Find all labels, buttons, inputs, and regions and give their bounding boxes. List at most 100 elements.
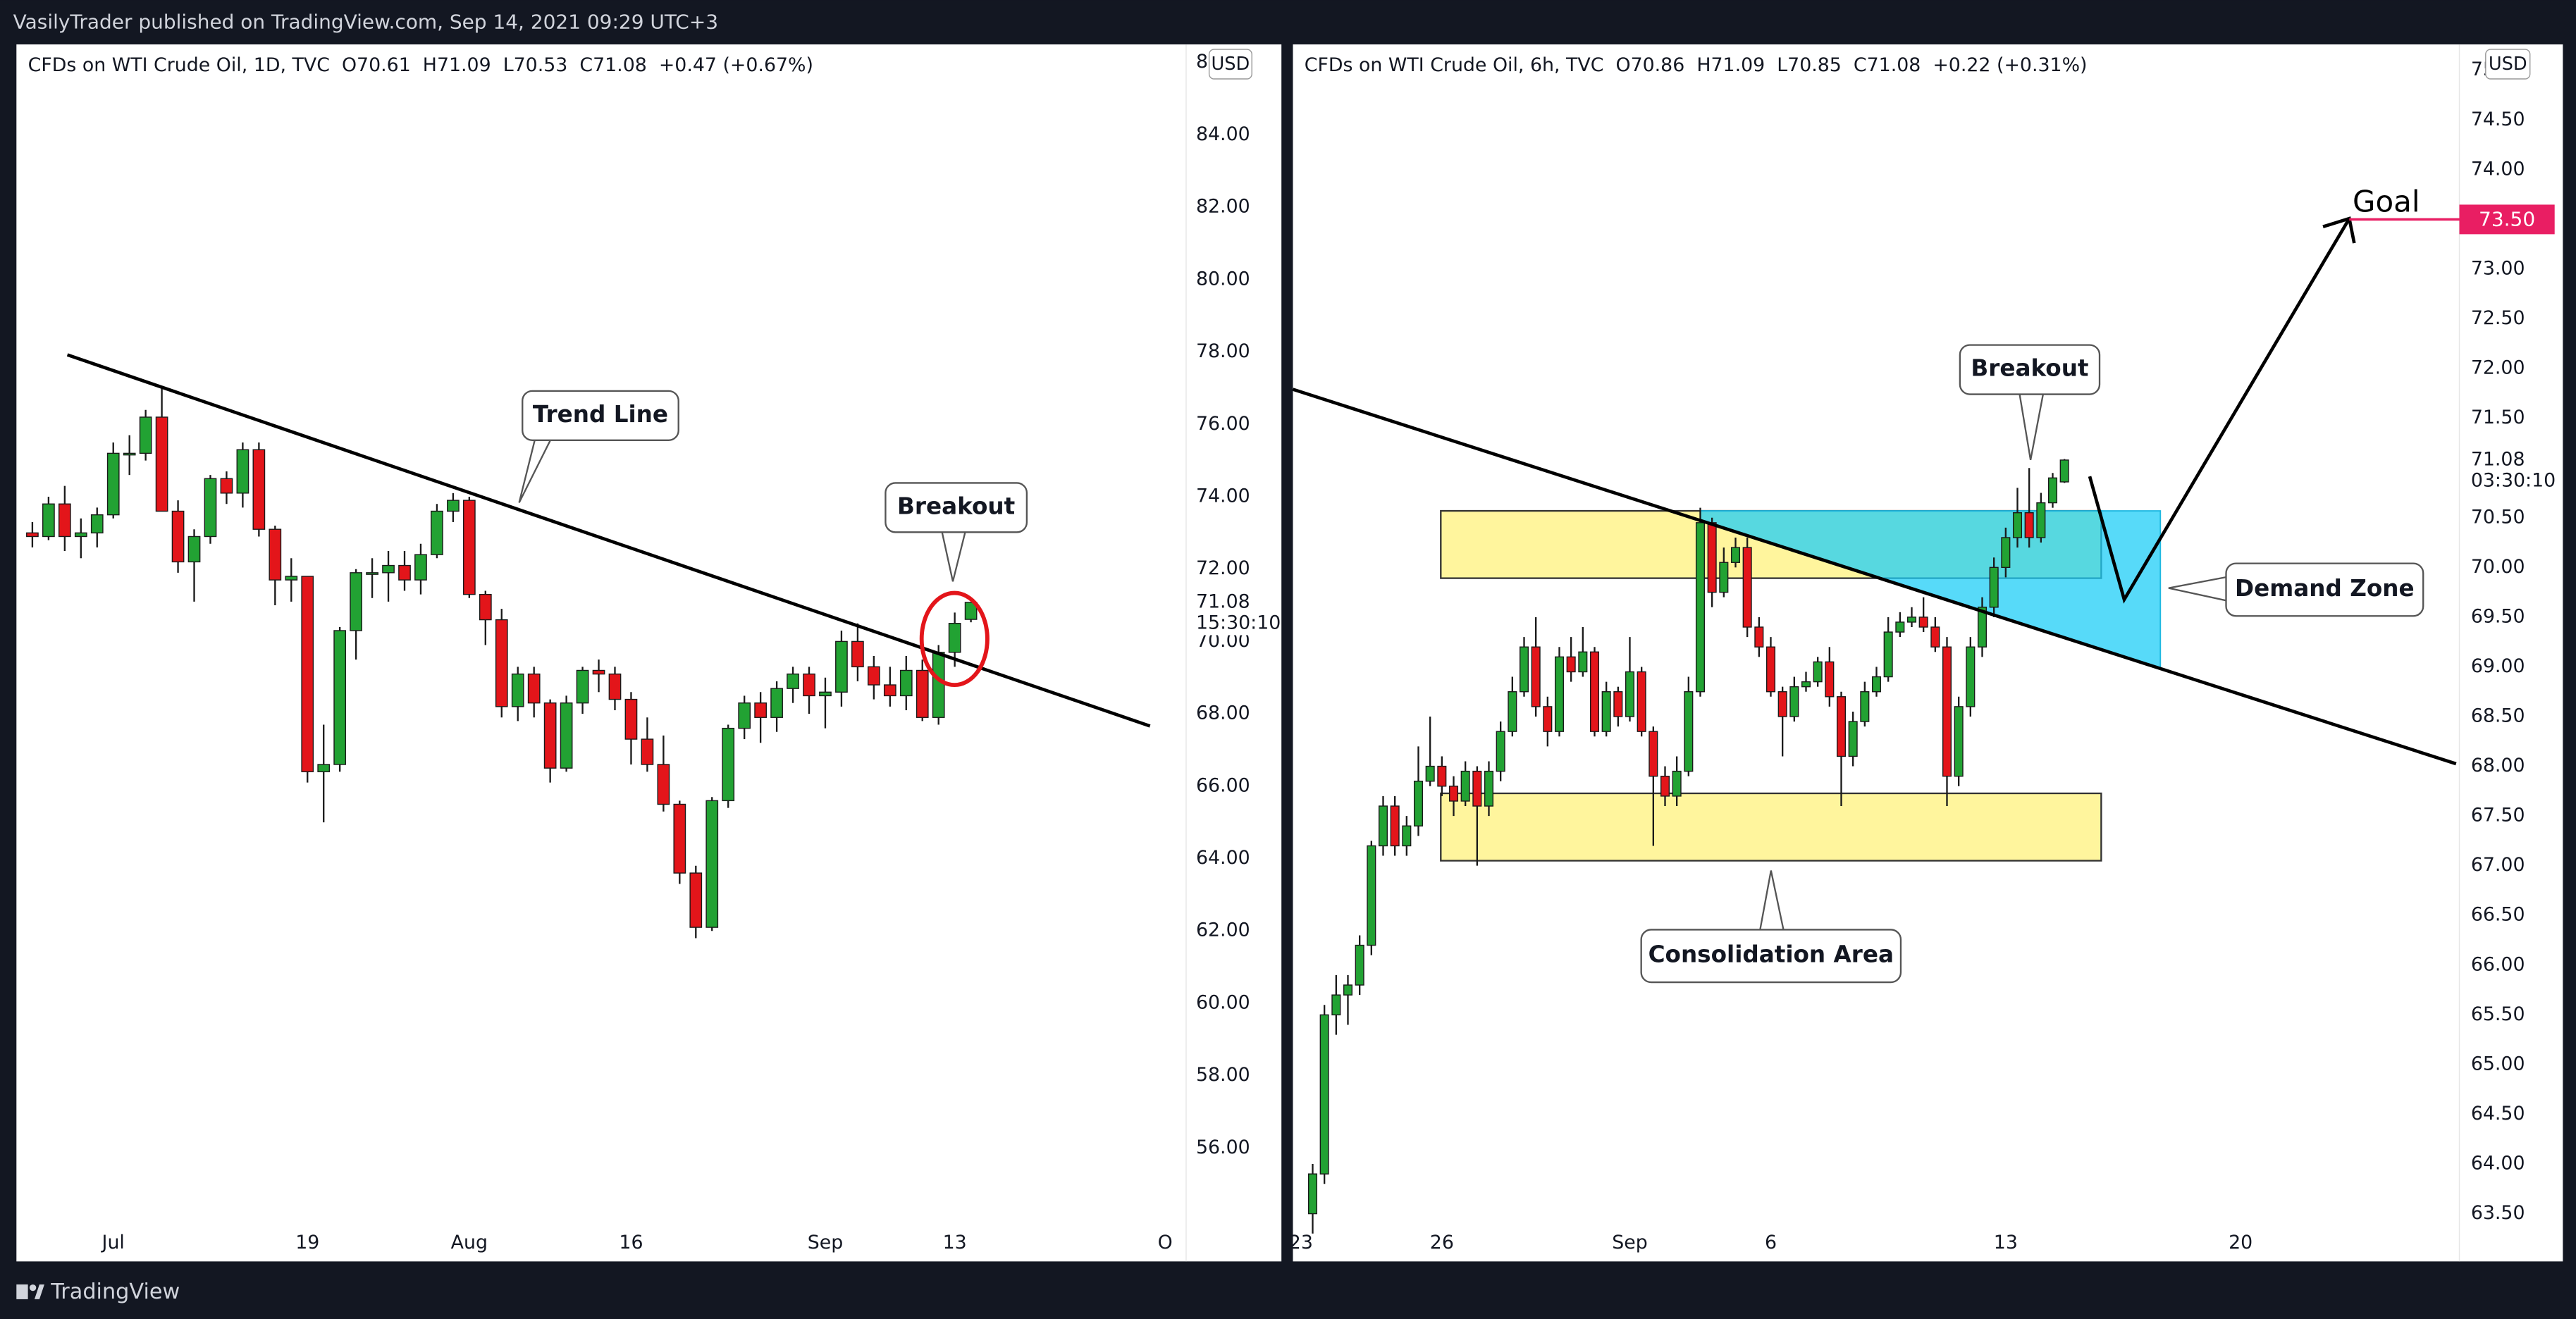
candle-body: [1660, 775, 1670, 797]
candle-body: [835, 640, 848, 693]
x-tick-label: 20: [2229, 1232, 2253, 1253]
candle-body: [1531, 646, 1541, 707]
trend-line: [66, 353, 1151, 728]
candle-body: [1601, 691, 1611, 732]
candle-body: [1554, 656, 1565, 732]
currency-badge: [2485, 49, 2531, 80]
candle-body: [1883, 631, 1893, 678]
candle-body: [787, 673, 799, 689]
y-tick-label: 80.00: [1196, 268, 1250, 290]
candle-body: [948, 623, 961, 653]
candle-body: [1707, 522, 1717, 593]
candle-body: [1966, 646, 1976, 707]
y-tick-label: 72.00: [1196, 557, 1250, 579]
candle-body: [236, 449, 249, 494]
candle-body: [74, 532, 87, 538]
x-tick-label: 13: [1994, 1232, 2018, 1253]
left-annotations: Trend Line Breakout: [66, 353, 1151, 728]
y-tick-label: 78.00: [1196, 340, 1250, 362]
candle-body: [1930, 626, 1940, 648]
candle-body: [1378, 805, 1388, 847]
candle-body: [1578, 651, 1588, 673]
candle-body: [317, 764, 331, 772]
candle-body: [285, 576, 298, 581]
candle-body: [851, 640, 864, 668]
candle-body: [350, 572, 362, 631]
y-tick-label: 65.00: [2471, 1053, 2525, 1075]
y-tick-label: 73.00: [2471, 257, 2525, 279]
y-tick-label: 66.00: [1196, 774, 1250, 796]
callout-label: Consolidation Area: [1648, 941, 1894, 968]
breakout-circle: [919, 590, 990, 688]
candle-body: [803, 673, 815, 697]
candle-body: [1613, 691, 1623, 717]
countdown-label: 03:30:10: [2471, 470, 2556, 492]
x-tick-label: 23: [1289, 1232, 1313, 1253]
candle-body: [1789, 686, 1799, 717]
callout-label: Demand Zone: [2235, 575, 2415, 602]
y-tick-label: 74.00: [1196, 485, 1250, 507]
candle-body: [1460, 770, 1470, 802]
projection-arrow: [2088, 217, 2351, 604]
callout-box: [2225, 562, 2424, 617]
candle-body: [366, 572, 378, 575]
candle-body: [1390, 805, 1400, 847]
candle-body: [2012, 512, 2023, 538]
logo-part: [34, 1284, 44, 1299]
y-tick-label: 69.00: [2471, 655, 2525, 677]
candle-body: [495, 619, 508, 707]
candle-body: [1343, 984, 1353, 996]
candle-body: [171, 510, 185, 563]
y-tick-label: 71.50: [2471, 407, 2525, 428]
candle-body: [2047, 477, 2058, 504]
candle-body: [1695, 522, 1706, 693]
candle-body: [722, 727, 735, 802]
chart-legend: CFDs on WTI Crude Oil, 1D, TVC O70.61 H7…: [28, 54, 813, 76]
candle-body: [58, 503, 71, 538]
trend-line: [1292, 388, 2457, 766]
candle-body: [1813, 661, 1823, 683]
candle-body: [689, 872, 703, 928]
callout-box: [885, 482, 1028, 533]
candle-body: [1425, 765, 1435, 782]
last-price-label: 71.08: [1196, 590, 1250, 612]
candle-body: [673, 803, 686, 874]
candle-body: [511, 673, 524, 707]
candle-body: [1871, 676, 1882, 693]
last-price-label: 71.08: [2471, 448, 2525, 470]
candle-body: [624, 698, 638, 740]
price-label-bg: [2463, 447, 2549, 493]
y-tick-label: 65.50: [2471, 1003, 2525, 1025]
right-panel: [1293, 44, 2563, 1262]
candle-body: [1413, 781, 1424, 826]
y-tick-label: 68.50: [2471, 705, 2525, 726]
candle-body: [1566, 656, 1576, 673]
candle-body: [592, 669, 605, 675]
candle-body: [1742, 547, 1752, 628]
candle-body: [42, 503, 55, 538]
callout-label: Breakout: [897, 493, 1015, 519]
candle-body: [2024, 512, 2034, 538]
y-tick-label: 64.00: [2471, 1153, 2525, 1175]
candle-body: [1906, 617, 1917, 623]
candle-body: [770, 688, 783, 718]
candle-body: [1331, 994, 1341, 1016]
callout-label: Trend Line: [533, 401, 668, 428]
candle-body: [1719, 562, 1729, 593]
candle-body: [1765, 646, 1776, 693]
candle-body: [1508, 691, 1517, 732]
right-axis: 63.50 64.00 64.50 65.00 65.50 66.00 66.50 67.00…: [1289, 58, 2556, 1253]
x-tick-label: 6: [1765, 1232, 1777, 1253]
candle-body: [333, 630, 347, 765]
candle-body: [1437, 765, 1447, 787]
candle-body: [398, 564, 411, 581]
candle-body: [382, 564, 395, 574]
candle-body: [1860, 691, 1870, 722]
x-tick-label: 19: [295, 1232, 319, 1253]
candle-body: [819, 691, 832, 697]
callout-box: [1959, 344, 2101, 395]
candle-body: [1543, 706, 1553, 732]
x-tick-label: 26: [1430, 1232, 1454, 1253]
